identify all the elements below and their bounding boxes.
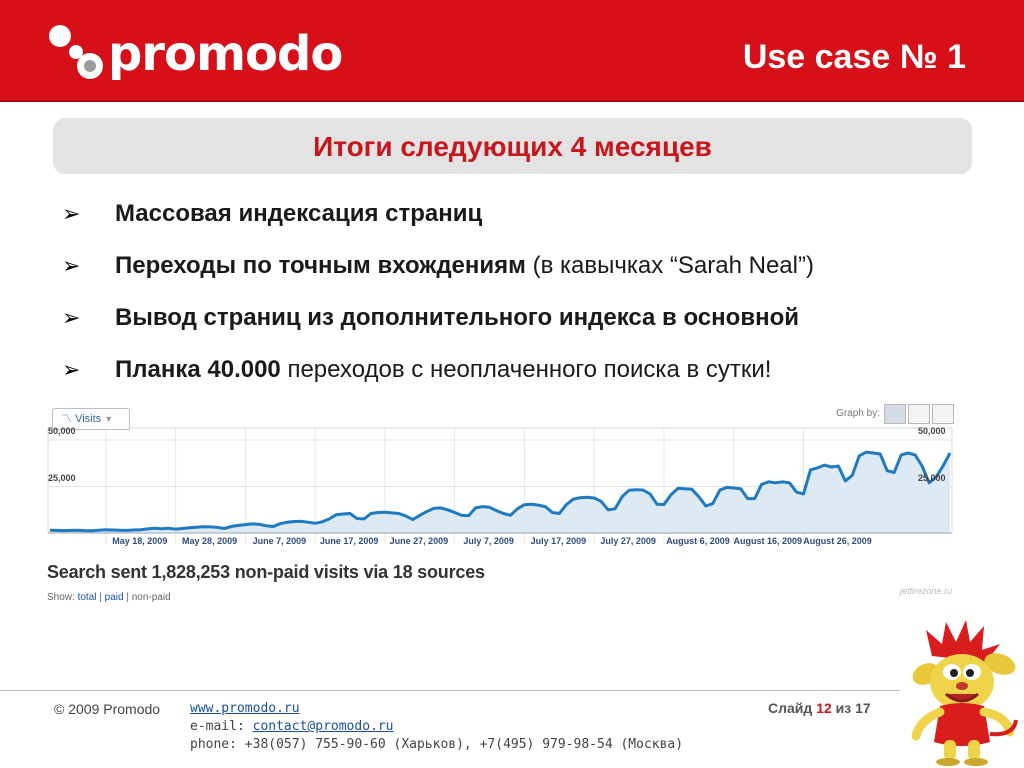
x-tick-label: June 7, 2009 bbox=[252, 536, 307, 546]
y-tick-label: 25,000 bbox=[918, 472, 946, 483]
x-tick-label: August 26, 2009 bbox=[803, 536, 872, 546]
arrow-bullet-icon: ➢ bbox=[62, 357, 81, 382]
visits-chart-svg bbox=[47, 427, 953, 543]
graph-by-label: Graph by: bbox=[836, 408, 880, 419]
visits-tab-label: Visits bbox=[75, 413, 102, 425]
x-tick-label: July 17, 2009 bbox=[530, 536, 587, 546]
slide-current: 12 bbox=[816, 700, 832, 716]
footer-divider bbox=[0, 690, 900, 691]
slide-label: Слайд bbox=[768, 700, 813, 716]
graph-by-toggle bbox=[884, 404, 954, 424]
watermark: jetfirezone.ru bbox=[899, 586, 952, 596]
section-subtitle: Итоги следующих 4 месяцев bbox=[53, 118, 972, 174]
line-chart-icon: 〽 bbox=[61, 413, 72, 425]
arrow-bullet-icon: ➢ bbox=[62, 201, 81, 226]
header-bar: promodo Use case № 1 bbox=[0, 0, 1024, 102]
email-label: e-mail: bbox=[190, 719, 253, 734]
visits-area bbox=[50, 452, 950, 533]
arrow-bullet-icon: ➢ bbox=[62, 253, 81, 278]
show-filter: Show: total | paid | non-paid bbox=[47, 592, 171, 603]
bullet-bold-text: Массовая индексация страниц bbox=[115, 200, 483, 227]
show-nonpaid-label: non-paid bbox=[131, 592, 171, 603]
phone-text: phone: +38(057) 755-90-60 (Харьков), +7(… bbox=[190, 737, 684, 752]
visits-line bbox=[49, 450, 952, 533]
logo-text: promodo bbox=[108, 26, 343, 82]
x-tick-label: July 27, 2009 bbox=[600, 536, 656, 546]
bullet-list: ➢ Массовая индексация страниц ➢ Переходы… bbox=[62, 194, 962, 402]
copyright: © 2009 Promodo bbox=[54, 701, 161, 717]
slide-of: из bbox=[835, 700, 852, 716]
x-tick-label: August 6, 2009 bbox=[666, 536, 730, 546]
bullet-bold-text: Переходы по точным вхождениям bbox=[115, 252, 526, 279]
list-item: ➢ Массовая индексация страниц bbox=[62, 194, 962, 246]
x-tick-label: May 28, 2009 bbox=[182, 536, 238, 546]
visits-chart: 〽 Visits ▼ Graph by: 50,000 50,000 25,000 2… bbox=[44, 402, 956, 612]
x-tick-label: July 7, 2009 bbox=[463, 536, 514, 546]
list-item: ➢ Переходы по точным вхождениям (в кавыч… bbox=[62, 246, 962, 298]
email-link[interactable]: contact@promodo.ru bbox=[252, 719, 394, 734]
y-tick-label: 50,000 bbox=[918, 426, 946, 436]
y-tick-label: 50,000 bbox=[48, 426, 76, 436]
x-tick-label: June 17, 2009 bbox=[319, 536, 379, 546]
graph-by-day-button[interactable] bbox=[884, 404, 906, 424]
graph-by-week-button[interactable] bbox=[908, 404, 930, 424]
x-tick-label: June 27, 2009 bbox=[389, 536, 449, 546]
list-item: ➢ Вывод страниц из дополнительного индек… bbox=[62, 298, 962, 350]
list-item: ➢ Планка 40.000 переходов с неоплаченног… bbox=[62, 350, 962, 402]
chevron-down-icon: ▼ bbox=[104, 414, 114, 424]
bullet-text: переходов с неоплаченного поиска в сутки… bbox=[280, 356, 772, 383]
page-title: Use case № 1 bbox=[742, 38, 966, 76]
x-tick-label: August 16, 2009 bbox=[733, 536, 802, 546]
slide-counter: Слайд 12 из 17 bbox=[768, 700, 871, 716]
y-tick-label: 25,000 bbox=[48, 472, 76, 483]
arrow-bullet-icon: ➢ bbox=[62, 305, 81, 330]
graph-by-month-button[interactable] bbox=[932, 404, 954, 424]
mascot-illustration bbox=[911, 620, 1018, 766]
bullet-bold-text: Планка 40.000 bbox=[115, 356, 281, 383]
promodo-logo[interactable]: promodo bbox=[46, 20, 346, 86]
contact-block: www.promodo.ru e-mail: contact@promodo.r… bbox=[190, 700, 683, 754]
visits-tab[interactable]: 〽 Visits ▼ bbox=[52, 408, 130, 430]
x-tick-label: May 18, 2009 bbox=[112, 536, 168, 546]
show-label: Show: bbox=[47, 592, 75, 603]
bullet-bold-text: Вывод страниц из дополнительного индекса… bbox=[115, 304, 799, 331]
slide-total: 17 bbox=[855, 700, 871, 716]
show-paid-link[interactable]: paid bbox=[104, 592, 124, 603]
summary-text: Search sent 1,828,253 non-paid visits vi… bbox=[47, 562, 485, 582]
bullet-text: (в кавычках “Sarah Neal”) bbox=[525, 252, 814, 279]
show-total-link[interactable]: total bbox=[77, 592, 97, 603]
logo-mark-icon bbox=[49, 25, 103, 79]
website-link[interactable]: www.promodo.ru bbox=[190, 701, 300, 716]
